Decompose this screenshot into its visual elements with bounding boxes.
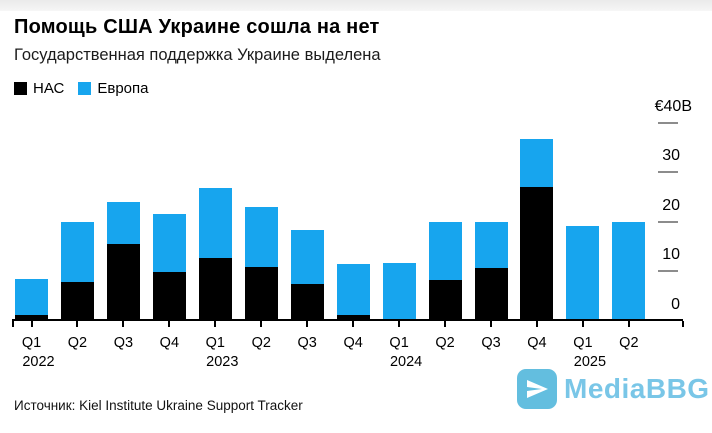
year-label-2025: 2025: [573, 354, 607, 370]
year-label-2024: 2024: [389, 354, 423, 370]
chart-area: Q1 Q2 Q3 Q4 Q1 Q2 Q3 Q4 Q1 Q2 Q3 Q4 Q1 Q2 2022 2023 2024…: [0, 95, 712, 380]
x-axis-tick-9: [444, 321, 447, 327]
x-axis-tick-2: [122, 321, 125, 327]
plot-area: [0, 95, 712, 321]
x-axis-label-q4-11: Q4: [527, 335, 547, 351]
x-axis-tick-1: [76, 321, 79, 327]
x-axis-tick-13: [627, 321, 630, 327]
x-axis-tick-0: [30, 321, 33, 327]
bar-segment-europe-q2-13: [612, 221, 646, 321]
x-axis-label-q1-0: Q1: [21, 335, 42, 351]
bar-segment-europe-q2-9: [428, 221, 462, 281]
x-axis-label-q1-12: Q1: [573, 335, 593, 351]
x-axis-line: [12, 319, 683, 321]
x-axis-tick-3: [168, 321, 171, 327]
x-axis-tick-5: [260, 321, 263, 327]
legend-swatch-europe: [78, 82, 92, 95]
x-axis-tick-8: [398, 321, 401, 327]
x-axis-label-q3-10: Q3: [481, 335, 501, 351]
bar-segment-europe-q3-10: [474, 221, 508, 268]
y-axis-tick-30: [658, 171, 678, 174]
bar-segment-us-q3-2: [106, 243, 140, 321]
watermark: MediaBBG: [517, 369, 710, 409]
y-axis-label-30: 30: [662, 147, 680, 165]
x-axis-label-q2-5: Q2: [251, 335, 271, 351]
y-axis-label-40: €40B: [654, 97, 692, 115]
x-axis-label-q4-3: Q4: [159, 335, 180, 351]
bar-segment-us-q2-9: [428, 280, 462, 321]
y-axis-tick-40: [658, 121, 678, 124]
x-axis-label-q2-9: Q2: [435, 335, 455, 351]
bar-segment-us-q2-5: [244, 266, 278, 321]
legend-label-us: НАС: [33, 80, 65, 97]
legend: НАС Европа: [14, 80, 148, 97]
x-axis-label-q3-6: Q3: [297, 335, 317, 351]
x-axis-tick-10: [490, 321, 492, 327]
bar-segment-europe-q3-6: [290, 229, 324, 284]
year-label-2023: 2023: [206, 354, 239, 370]
bar-segment-europe-q1-12: [566, 225, 600, 320]
legend-label-europe: Европа: [97, 80, 149, 97]
y-axis-label-0: 0: [671, 296, 680, 313]
x-axis-tick-11: [535, 321, 538, 327]
x-axis-tick-7: [352, 321, 355, 327]
bar-segment-us-q1-0: [15, 314, 48, 321]
x-axis-edge-tick-1: [682, 321, 684, 327]
x-axis-label-q1-8: Q1: [389, 335, 409, 351]
chart-title: Помощь США Украине сошла на нет: [14, 16, 380, 38]
x-axis-label-q1-4: Q1: [205, 335, 225, 351]
x-axis-edge-tick-0: [12, 321, 14, 327]
bar-segment-europe-q1-8: [382, 263, 416, 320]
year-label-2022: 2022: [22, 354, 55, 370]
x-axis-label-q4-7: Q4: [343, 335, 363, 351]
bar-segment-us-q3-6: [290, 283, 324, 321]
x-axis-tick-4: [214, 321, 217, 327]
bar-segment-us-q4-3: [152, 271, 186, 321]
x-axis-label-q2-13: Q2: [619, 335, 639, 351]
bar-segment-europe-q4-11: [520, 138, 554, 188]
x-axis-label-q2-1: Q2: [67, 335, 88, 351]
legend-item-europe: Европа: [78, 80, 148, 97]
bar-segment-us-q4-11: [520, 187, 554, 321]
watermark-text: MediaBBG: [564, 373, 710, 404]
bar-segment-europe-q3-2: [106, 202, 140, 244]
x-axis-tick-6: [306, 321, 309, 327]
y-axis-tick-10: [658, 270, 678, 273]
y-axis-tick-20: [658, 220, 678, 223]
bar-segment-europe-q2-1: [60, 221, 94, 283]
bar-segment-us-q4-7: [336, 314, 370, 321]
bar-segment-us-q1-4: [198, 258, 232, 321]
paper-plane-icon: [517, 369, 557, 409]
bar-segment-europe-q4-7: [336, 264, 370, 315]
legend-swatch-us: [14, 82, 27, 95]
x-axis-tick-12: [581, 321, 584, 327]
legend-item-us: НАС: [14, 80, 64, 97]
bar-segment-europe-q1-4: [198, 188, 232, 259]
y-axis-label-10: 10: [662, 246, 680, 264]
source-credit: Источник: Kiel Institute Ukraine Support…: [14, 398, 303, 413]
y-axis-label-20: 20: [662, 196, 680, 214]
bar-segment-us-q3-10: [474, 267, 508, 321]
bar-segment-europe-q1-0: [15, 279, 48, 315]
window-edge-strip: [0, 0, 712, 11]
x-axis-label-q3-2: Q3: [113, 335, 134, 351]
bar-segment-europe-q2-5: [244, 207, 278, 267]
bar-segment-europe-q4-3: [152, 213, 186, 272]
chart-subtitle: Государственная поддержка Украине выделе…: [14, 46, 381, 64]
bar-segment-us-q2-1: [60, 282, 94, 321]
